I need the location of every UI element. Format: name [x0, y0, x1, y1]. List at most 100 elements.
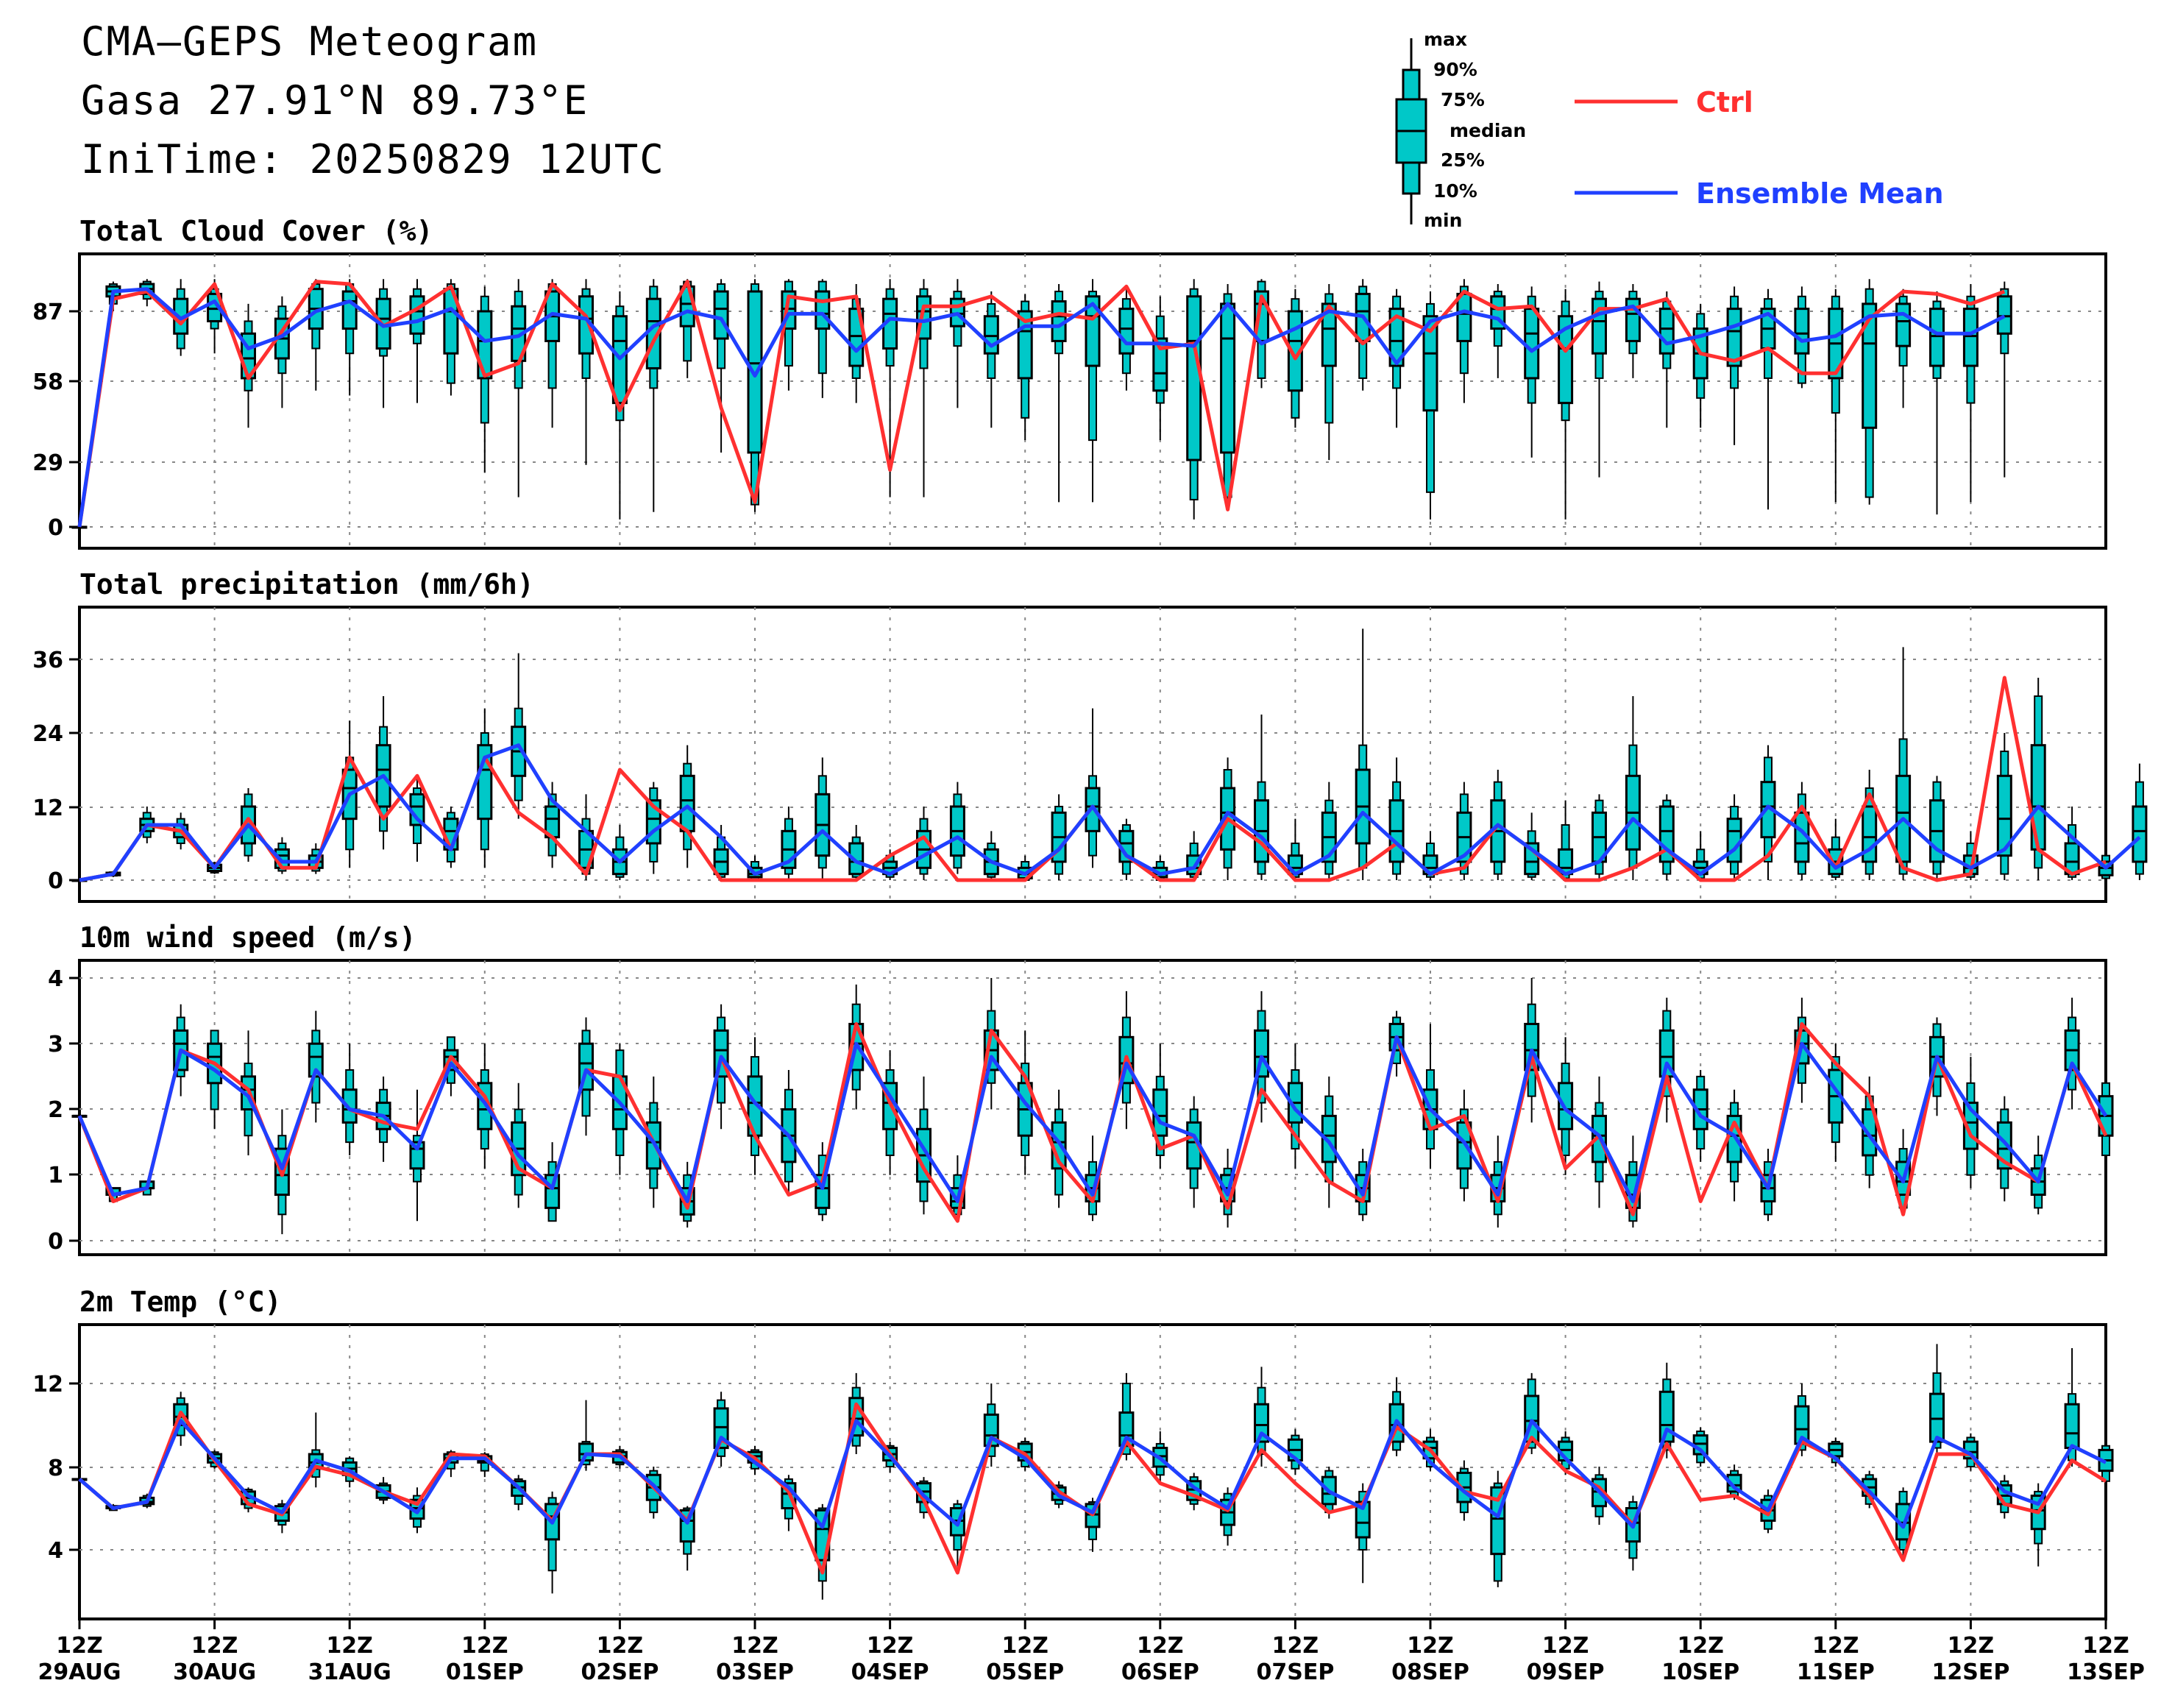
- box-p25-p75: [1929, 308, 1945, 367]
- box-whisker: [949, 782, 965, 874]
- box-whisker: [1828, 818, 1844, 880]
- box-p25-p75: [1962, 308, 1979, 367]
- box-whisker: [1929, 776, 1945, 880]
- box-whisker: [1558, 288, 1574, 520]
- legend-ctrl-label: Ctrl: [1696, 86, 1753, 118]
- box-p25-p75: [1726, 1473, 1742, 1493]
- box-whisker: [341, 1043, 358, 1155]
- panel-frame: [78, 252, 2107, 550]
- box-whisker: [375, 696, 391, 850]
- box-p25-p75: [1186, 295, 1202, 461]
- box-whisker: [207, 1030, 223, 1130]
- box-whisker: [274, 296, 290, 408]
- box-whisker: [645, 279, 661, 512]
- box-whisker: [544, 1491, 561, 1594]
- x-tick-hour-label: 12Z: [191, 1633, 238, 1659]
- y-tick-label: 24: [32, 721, 63, 747]
- box-whisker: [1692, 303, 1708, 428]
- box-whisker: [511, 653, 527, 819]
- box-whisker: [2132, 763, 2148, 880]
- box-whisker: [1287, 1429, 1303, 1475]
- box-p25-p75: [1456, 292, 1472, 342]
- box-whisker: [1186, 1096, 1202, 1208]
- x-tick-date-label: 09SEP: [1527, 1659, 1605, 1685]
- ctrl-series-line: [78, 1402, 2107, 1575]
- box-p25-p75: [1794, 308, 1810, 355]
- init-time-label: IniTime: 20250829 12UTC: [81, 136, 665, 183]
- box-whisker: [308, 279, 324, 391]
- box-p25-p75: [1726, 818, 1742, 863]
- box-whisker: [71, 525, 88, 529]
- box-p25-p75: [1422, 315, 1438, 412]
- box-whisker: [1828, 288, 1844, 503]
- legend-box-label: 25%: [1441, 149, 1485, 171]
- box-p25-p75: [578, 1442, 594, 1462]
- box-whisker: [1760, 288, 1776, 510]
- box-whisker: [477, 708, 493, 868]
- box-p25-p75: [544, 1174, 561, 1209]
- box-whisker: [1658, 291, 1675, 428]
- location-label: Gasa 27.91°N 89.73°E: [81, 77, 589, 124]
- box-p25-p75: [1996, 774, 2012, 857]
- box-p25-p75: [341, 1088, 358, 1124]
- x-tick-hour-label: 12Z: [2082, 1633, 2129, 1659]
- box-whisker: [477, 286, 493, 472]
- y-tick-label: 0: [48, 515, 63, 541]
- box-whisker: [1388, 288, 1405, 428]
- box-whisker: [1220, 283, 1236, 503]
- box-whisker: [1254, 1367, 1269, 1467]
- x-tick-hour-label: 12Z: [597, 1633, 644, 1659]
- box-whisker: [1321, 283, 1337, 461]
- x-tick-date-label: 08SEP: [1391, 1659, 1469, 1685]
- x-tick-date-label: 30AUG: [173, 1659, 256, 1685]
- box-whisker: [1388, 757, 1405, 880]
- box-whisker: [1658, 997, 1675, 1123]
- legend-box-label: median: [1449, 120, 1526, 141]
- box-p25-p75: [713, 290, 729, 340]
- x-tick-date-label: 31AUG: [308, 1659, 391, 1685]
- box-p25-p75: [815, 290, 831, 330]
- box-whisker: [1321, 782, 1337, 880]
- box-whisker: [815, 757, 831, 880]
- y-tick-label: 12: [32, 1372, 63, 1397]
- box-whisker: [578, 279, 594, 465]
- box-whisker: [1490, 283, 1506, 378]
- box-p25-p75: [1895, 302, 1912, 347]
- x-tick-date-label: 04SEP: [851, 1659, 929, 1685]
- box-whisker: [1186, 279, 1202, 520]
- box-whisker: [511, 279, 527, 497]
- y-tick-label: 4: [48, 1538, 63, 1564]
- x-tick-date-label: 12SEP: [1931, 1659, 2009, 1685]
- box-whisker: [713, 279, 729, 453]
- box-p25-p75: [1996, 295, 2012, 335]
- box-p25-p75: [341, 290, 358, 330]
- box-whisker: [409, 776, 425, 862]
- box-p25-p75: [2132, 805, 2148, 863]
- box-whisker: [2064, 807, 2080, 880]
- x-tick-date-label: 01SEP: [446, 1659, 524, 1685]
- box-whisker: [1558, 800, 1574, 880]
- box-p25-p75: [1118, 308, 1135, 355]
- box-whisker: [983, 978, 999, 1110]
- x-tick-date-label: 10SEP: [1661, 1659, 1739, 1685]
- box-whisker: [1051, 283, 1067, 503]
- box-p25-p75: [1862, 1108, 1878, 1157]
- box-whisker: [1895, 647, 1912, 880]
- box-whisker: [1996, 281, 2012, 478]
- y-tick-label: 1: [48, 1163, 63, 1188]
- ensemble-mean-series-line: [77, 1035, 2108, 1203]
- box-p25-p75: [1388, 308, 1405, 367]
- box-whisker: [1929, 291, 1945, 515]
- box-p25-p75: [1254, 1403, 1269, 1443]
- y-tick-label: 58: [32, 369, 63, 395]
- x-tick-hour-label: 12Z: [56, 1633, 103, 1659]
- box-whisker: [848, 825, 865, 880]
- box-whisker: [1862, 279, 1878, 505]
- box-whisker: [1760, 745, 1776, 880]
- box-whisker: [1828, 1437, 1844, 1467]
- y-tick-label: 87: [32, 300, 63, 325]
- legend-box-label: min: [1424, 210, 1462, 231]
- x-tick-hour-label: 12Z: [1677, 1633, 1724, 1659]
- box-p25-p75: [308, 1042, 324, 1078]
